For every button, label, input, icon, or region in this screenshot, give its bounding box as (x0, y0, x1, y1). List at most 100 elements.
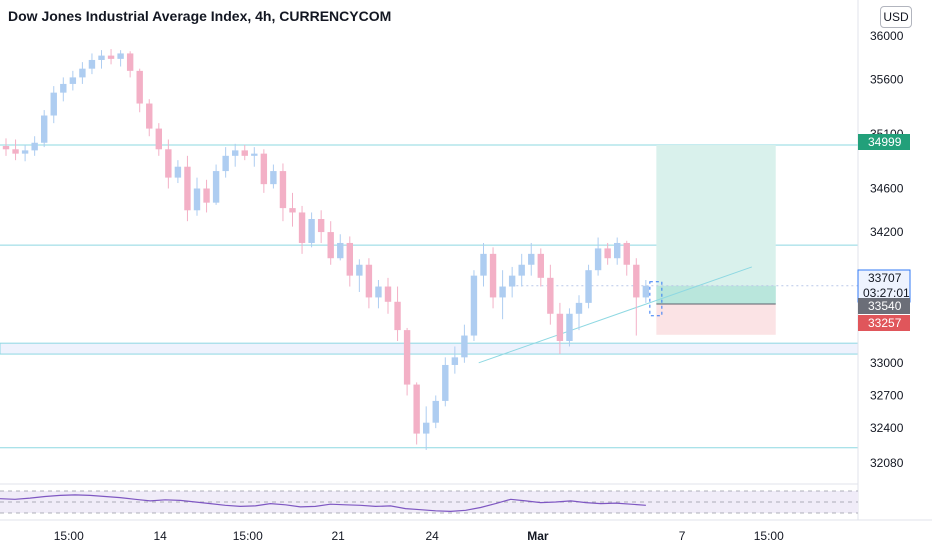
candle-body (69, 77, 77, 84)
candle-body (308, 219, 315, 243)
candle-body (394, 301, 401, 331)
candle (155, 123, 162, 156)
rsi-line (0, 494, 646, 513)
y-tick-label-0: 36000 (870, 29, 904, 43)
candle-body (423, 422, 430, 434)
candle (547, 264, 554, 325)
candle-body (88, 59, 96, 69)
x-tick-label-6: 7 (679, 529, 686, 543)
candle (60, 77, 67, 102)
candle-body (31, 142, 38, 151)
candle-body (575, 302, 583, 314)
x-tick-label-7: 15:00 (754, 529, 784, 543)
currency-button[interactable]: USD (880, 6, 912, 28)
x-tick-label-0: 15:00 (54, 529, 84, 543)
candle-body (356, 264, 363, 276)
candle (193, 177, 201, 216)
candle (232, 143, 239, 167)
candle (241, 144, 248, 161)
x-tick-label-2: 15:00 (233, 529, 263, 543)
candle (270, 164, 277, 189)
price-badge-entry (858, 298, 910, 314)
candle-body (203, 188, 210, 203)
x-tick-label-5: Mar (527, 529, 549, 543)
candle (21, 144, 29, 162)
candle (289, 192, 296, 227)
candle (41, 110, 48, 148)
candle (146, 99, 153, 137)
candle (432, 395, 439, 429)
candle (117, 50, 124, 67)
candle-body (155, 128, 162, 150)
candle-body (41, 115, 48, 143)
candle (279, 163, 287, 222)
candle-body (12, 149, 19, 154)
candle (642, 280, 650, 303)
candle (442, 357, 449, 407)
candle-body (508, 275, 516, 287)
support-zone (0, 342, 859, 355)
candle (461, 324, 468, 363)
x-tick-label-3: 21 (332, 529, 346, 543)
price-badge-label-current: 33707 (868, 271, 902, 285)
candle (222, 147, 229, 178)
candle (499, 270, 506, 320)
candle-body (518, 264, 525, 276)
candle-body (585, 270, 592, 303)
y-tick-label-4: 34200 (870, 225, 904, 239)
candle (212, 164, 220, 205)
candle-body (604, 248, 611, 259)
candle (623, 240, 630, 276)
candle-body (537, 253, 544, 278)
candle-body (117, 53, 124, 59)
candle-body (193, 188, 201, 211)
candle-body (566, 313, 573, 341)
candle-body (126, 53, 134, 71)
candle-body (642, 285, 650, 298)
candle-body (251, 153, 258, 156)
candle (556, 302, 564, 355)
candle-body (594, 248, 602, 271)
candle (451, 346, 459, 374)
candle-body (403, 330, 411, 385)
candle-body (317, 219, 325, 233)
candle (327, 221, 334, 265)
candle-body (60, 83, 67, 93)
price-badge-current (857, 269, 911, 303)
y-tick-label-6: 33000 (870, 356, 904, 370)
candle-body (461, 335, 468, 358)
candle-body (174, 166, 182, 178)
candle-body (442, 364, 449, 401)
candle (174, 160, 182, 184)
rsi-band (0, 491, 858, 513)
candle-body (260, 153, 268, 185)
candle-body (633, 264, 640, 298)
candle (136, 68, 143, 113)
candle (508, 266, 516, 298)
candle (79, 62, 86, 84)
candle-body (384, 286, 392, 302)
candle (12, 139, 19, 161)
candle (575, 295, 583, 331)
candle-body (480, 253, 487, 276)
candle (165, 139, 172, 189)
candle-body (222, 155, 229, 172)
candle (298, 205, 306, 254)
countdown-label: 03:27:01 (863, 286, 910, 300)
candle (394, 286, 401, 341)
selection-handles (649, 281, 663, 317)
candle (566, 308, 573, 347)
candle (126, 51, 134, 78)
candle-body (136, 70, 143, 104)
candle-body (107, 55, 115, 59)
candle-body (279, 171, 287, 209)
candle-body (547, 277, 554, 314)
candle-body (528, 253, 535, 265)
candle (317, 210, 325, 243)
candle (88, 53, 96, 75)
candle (107, 49, 115, 65)
candle-body (165, 149, 172, 178)
candle (604, 242, 611, 265)
